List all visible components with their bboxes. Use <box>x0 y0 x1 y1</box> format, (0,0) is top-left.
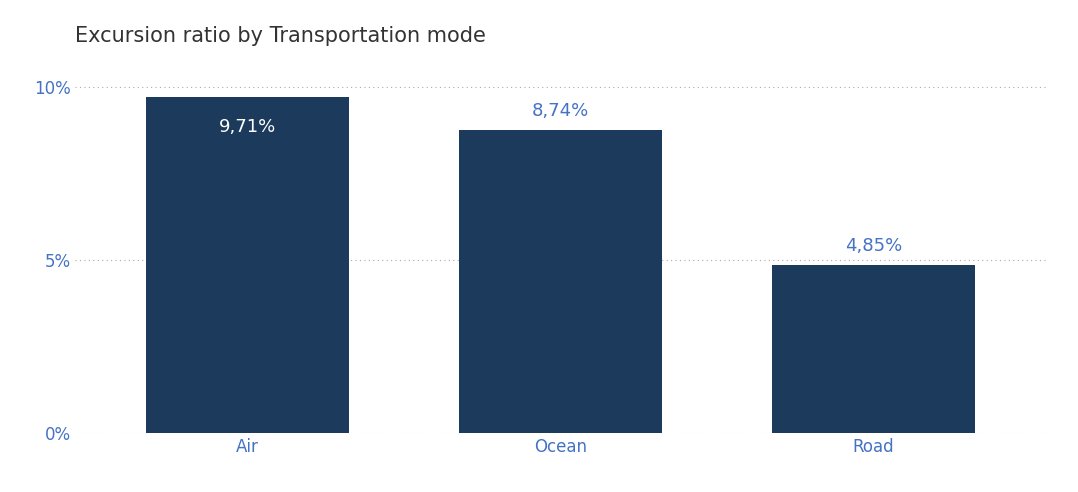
Bar <box>146 97 349 433</box>
Bar <box>459 130 662 433</box>
Text: Excursion ratio by Transportation mode: Excursion ratio by Transportation mode <box>75 27 486 46</box>
Text: 9,71%: 9,71% <box>219 118 276 136</box>
Text: 8,74%: 8,74% <box>531 102 590 120</box>
Bar <box>772 265 976 433</box>
Text: 4,85%: 4,85% <box>845 237 902 255</box>
